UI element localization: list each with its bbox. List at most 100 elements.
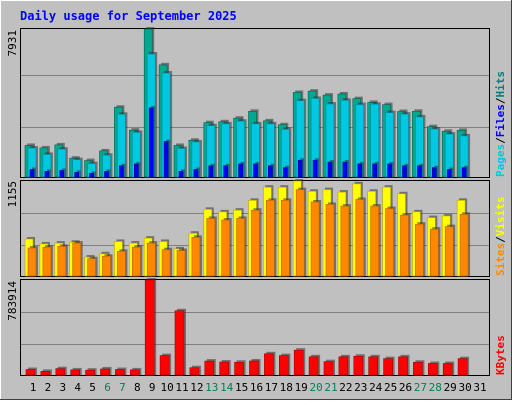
legend-separator-visits-1: / xyxy=(494,236,507,243)
legend-kbytes: KBytes xyxy=(494,335,507,375)
bar-kbytes-day-7 xyxy=(115,369,125,376)
x-label-day-31: 31 xyxy=(473,381,486,394)
legend-item-visits: Visits xyxy=(494,197,507,237)
bar-kbytes-day-4 xyxy=(70,369,80,376)
x-label-day-7: 7 xyxy=(119,381,126,394)
bar-files-day-7 xyxy=(119,165,124,178)
bar-sites-day-25 xyxy=(385,208,394,277)
bar-files-day-3 xyxy=(59,170,65,178)
bar-kbytes-day-10 xyxy=(159,355,170,376)
bar-sites-day-7 xyxy=(117,251,126,277)
bar-files-day-21 xyxy=(327,161,333,178)
x-axis-labels: 1 2 3 4 5 6 7 8 9 10 11 12 13 14 15 16 17 18 19 20 21 22 23 24 2… xyxy=(30,381,487,394)
x-label-day-25: 25 xyxy=(384,381,397,394)
bar-files-day-9 xyxy=(148,107,154,178)
bar-sites-day-11 xyxy=(176,250,186,277)
x-label-day-14: 14 xyxy=(220,381,234,394)
bar-sites-day-29 xyxy=(444,226,454,277)
bar-kbytes-day-23 xyxy=(353,355,364,376)
bar-sites-day-4 xyxy=(72,242,81,277)
bar-kbytes-day-25 xyxy=(383,358,393,376)
bar-sites-day-18 xyxy=(280,200,290,277)
legend-visits: Sites/Visits xyxy=(494,197,507,277)
bar-files-day-17 xyxy=(268,165,273,178)
bar-sites-day-6 xyxy=(102,255,111,277)
x-label-day-16: 16 xyxy=(250,381,263,394)
bar-files-day-13 xyxy=(208,165,214,178)
bar-sites-day-22 xyxy=(340,205,350,277)
bar-files-day-25 xyxy=(387,163,392,178)
bar-kbytes-day-13 xyxy=(204,360,215,376)
bar-sites-day-28 xyxy=(429,228,439,277)
bar-files-day-14 xyxy=(223,165,228,178)
bar-sites-day-30 xyxy=(459,214,469,277)
max-label-visits: 1155 xyxy=(6,181,19,208)
bar-files-day-4 xyxy=(74,172,79,178)
bar-files-day-8 xyxy=(134,163,139,178)
legend-separator-hits-1: / xyxy=(494,137,507,144)
bar-kbytes-day-11 xyxy=(174,310,185,376)
bar-kbytes-day-1 xyxy=(25,369,36,376)
bar-files-day-29 xyxy=(446,169,452,178)
bar-sites-day-12 xyxy=(191,237,201,277)
x-label-day-13: 13 xyxy=(205,381,218,394)
bar-files-day-12 xyxy=(193,169,199,178)
x-label-day-2: 2 xyxy=(45,381,52,394)
bar-files-day-22 xyxy=(342,161,348,178)
x-label-day-1: 1 xyxy=(30,381,37,394)
x-label-day-18: 18 xyxy=(280,381,293,394)
bar-kbytes-day-3 xyxy=(55,368,66,376)
bar-sites-day-24 xyxy=(370,205,380,277)
bars-layer xyxy=(24,27,471,376)
x-label-day-26: 26 xyxy=(399,381,412,394)
bar-files-day-15 xyxy=(238,163,243,178)
x-label-day-12: 12 xyxy=(190,381,203,394)
bar-sites-day-14 xyxy=(221,219,230,277)
x-label-day-30: 30 xyxy=(458,381,471,394)
bar-sites-day-5 xyxy=(87,258,96,277)
bar-files-day-1 xyxy=(29,169,35,178)
bar-kbytes-day-16 xyxy=(249,360,259,376)
bar-kbytes-day-21 xyxy=(323,361,334,376)
max-label-kbytes: 783914 xyxy=(6,281,19,321)
legend-hits: Pages/Files/Hits xyxy=(494,71,507,177)
bar-files-day-6 xyxy=(104,171,109,178)
bar-sites-day-26 xyxy=(400,214,409,277)
x-label-day-3: 3 xyxy=(59,381,66,394)
x-label-day-11: 11 xyxy=(175,381,188,394)
x-label-day-10: 10 xyxy=(160,381,173,394)
bar-kbytes-day-28 xyxy=(427,363,438,376)
bar-files-day-18 xyxy=(282,167,288,178)
bar-kbytes-day-6 xyxy=(100,368,110,376)
bar-sites-day-23 xyxy=(355,199,365,277)
x-label-day-29: 29 xyxy=(444,381,457,394)
legend-item-files: Files xyxy=(494,104,507,137)
bar-sites-day-21 xyxy=(325,204,335,277)
bar-sites-day-2 xyxy=(42,246,52,277)
bar-files-day-24 xyxy=(372,163,378,178)
x-label-day-5: 5 xyxy=(89,381,96,394)
x-label-day-17: 17 xyxy=(265,381,278,394)
x-label-day-24: 24 xyxy=(369,381,383,394)
bar-files-day-19 xyxy=(297,159,303,178)
x-label-day-21: 21 xyxy=(324,381,337,394)
bar-files-day-20 xyxy=(312,159,318,178)
bar-sites-day-15 xyxy=(236,218,245,277)
bar-files-day-27 xyxy=(417,165,422,178)
x-label-day-20: 20 xyxy=(309,381,322,394)
bar-sites-day-20 xyxy=(310,201,320,277)
bar-sites-day-1 xyxy=(27,247,37,277)
legend-item-sites: Sites xyxy=(494,243,507,276)
bar-kbytes-day-29 xyxy=(442,363,453,376)
bar-files-day-28 xyxy=(431,167,437,178)
legend-item-hits: Hits xyxy=(494,71,507,98)
bar-sites-day-9 xyxy=(146,242,156,277)
bar-kbytes-day-5 xyxy=(85,369,95,376)
bar-files-day-26 xyxy=(402,165,407,178)
bar-kbytes-day-27 xyxy=(413,361,423,376)
bar-sites-day-8 xyxy=(132,246,141,277)
x-label-day-6: 6 xyxy=(104,381,111,394)
